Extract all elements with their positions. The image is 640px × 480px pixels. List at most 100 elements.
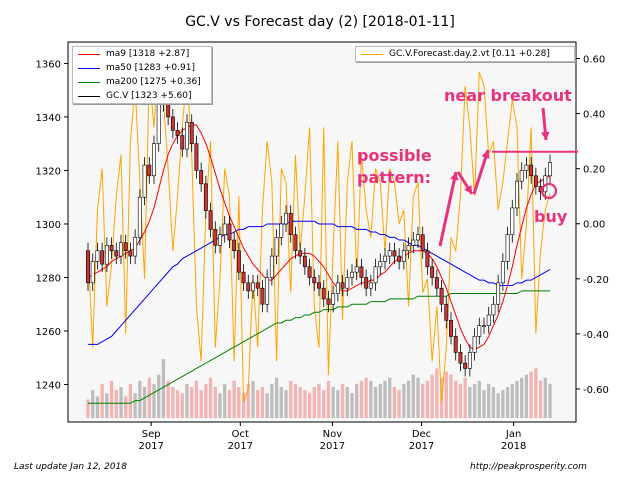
volume-bar — [340, 383, 345, 418]
candle-body — [293, 234, 298, 252]
volume-bar — [237, 387, 241, 418]
candle-body — [434, 277, 439, 289]
candle-body — [227, 223, 232, 241]
pattern-arrow-2-head — [464, 185, 472, 194]
volume-bar — [124, 396, 128, 418]
candle-body — [128, 250, 133, 257]
volume-bar — [223, 383, 227, 418]
y-left-tick-label: 1280 — [36, 273, 61, 284]
candle-body — [548, 162, 552, 177]
y-right-tick-label: 0.60 — [583, 55, 605, 66]
y-left-tick-label: 1360 — [36, 59, 61, 70]
volume-bar — [289, 380, 293, 418]
candle-body — [430, 266, 435, 278]
ma200-line — [88, 290, 550, 404]
volume-bar — [194, 380, 199, 418]
pattern-arrow-1 — [438, 171, 458, 247]
volume-bar — [152, 383, 156, 418]
candle-body — [189, 121, 194, 144]
candle-body — [350, 271, 354, 278]
chart-title: GC.V vs Forecast day (2) [2018-01-11] — [185, 14, 455, 30]
candle-body — [119, 242, 123, 257]
volume-bar — [468, 387, 472, 418]
candle-body — [288, 212, 293, 235]
volume-bar — [355, 383, 359, 418]
legend-label: GC.V.Forecast.day.2.vt [0.11 +0.28] — [389, 49, 550, 59]
x-tick-label: Jan — [505, 429, 521, 440]
candle-body — [180, 135, 185, 150]
volume-bar — [378, 383, 382, 418]
volume-bar — [501, 390, 505, 418]
legend-entry: ma200 [1275 +0.36] — [73, 75, 211, 89]
candle-body — [472, 336, 477, 353]
volume-bar — [430, 374, 434, 418]
breakout-arrow-head — [540, 131, 550, 140]
candle-body — [510, 207, 515, 235]
volume-bar — [336, 390, 340, 418]
candle-body — [208, 210, 213, 230]
candle-body — [109, 245, 114, 252]
volume-bar — [185, 383, 189, 418]
candle-body — [255, 282, 260, 289]
candle-body — [467, 352, 472, 369]
x-tick-label: Sep — [142, 429, 161, 440]
legend-label: ma9 [1318 +2.87] — [106, 49, 190, 59]
candle-body — [175, 130, 180, 136]
volume-bar — [454, 380, 458, 418]
candle-body — [383, 255, 387, 262]
candle-body — [312, 277, 317, 284]
candle-body — [104, 245, 109, 265]
candle-body — [453, 336, 458, 353]
plot-area — [67, 41, 577, 423]
volume-bar — [359, 380, 364, 418]
volume-bar — [180, 393, 184, 418]
candle-body — [500, 261, 505, 284]
x-tick-label-year: 2017 — [409, 441, 434, 452]
volume-bar — [128, 383, 133, 418]
volume-bar — [477, 380, 481, 418]
volume-bar — [458, 383, 463, 418]
candle-body — [533, 175, 538, 187]
candle-body — [302, 255, 307, 268]
candle-body — [519, 170, 524, 182]
volume-bar — [411, 374, 415, 418]
candle-body — [524, 164, 529, 171]
volume-bar — [100, 383, 104, 418]
volume-bar — [515, 380, 519, 418]
volume-bar — [543, 377, 547, 418]
volume-bar — [119, 387, 123, 418]
y-right-tick-label: 0.20 — [583, 165, 605, 176]
forecast-line — [87, 58, 551, 403]
candle-body — [345, 277, 350, 289]
legend-entry: GC.V.Forecast.day.2.vt [0.11 +0.28] — [356, 47, 574, 61]
y-left-tick-label: 1340 — [36, 113, 61, 124]
volume-bar — [482, 390, 486, 418]
x-tick-label-year: 2018 — [501, 441, 526, 452]
candle-body — [420, 234, 425, 252]
candle-body — [368, 282, 373, 289]
y-right-tick-label: -0.20 — [583, 275, 609, 286]
volume-bar — [524, 374, 529, 418]
volume-bar — [444, 371, 448, 418]
annotation-buy: buy — [534, 207, 568, 226]
candle-body — [170, 116, 175, 131]
volume-bar — [317, 383, 321, 418]
candle-body — [406, 245, 411, 252]
buy-circle — [540, 182, 558, 200]
candle-body — [411, 239, 416, 246]
x-tick-label-year: 2017 — [320, 441, 345, 452]
candle-body — [354, 266, 359, 273]
axes: 1240 1260 1280 1300 1320 1340 1360 -0.60 -0.40 -0… — [36, 55, 609, 452]
legend-entry: GC.V [1323 +5.60] — [73, 89, 211, 103]
candle-body — [317, 282, 321, 289]
volume-bar — [109, 380, 114, 418]
candle-body — [142, 164, 147, 198]
candle-body — [529, 164, 534, 177]
volume-bar — [505, 387, 510, 418]
volume-bar — [95, 396, 100, 418]
volume-bar — [166, 380, 170, 418]
candle-body — [298, 250, 303, 257]
pattern-arrow-3-head — [481, 150, 490, 159]
volume-bar — [208, 377, 213, 418]
volume-bar — [232, 380, 236, 418]
